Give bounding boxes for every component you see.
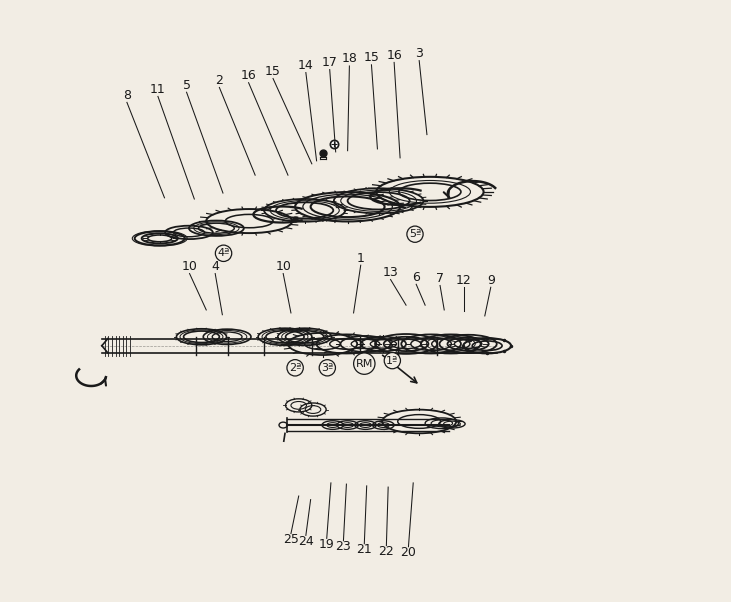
Text: 9: 9 <box>487 274 495 287</box>
Text: 17: 17 <box>322 56 338 69</box>
Text: 3ª: 3ª <box>321 363 333 373</box>
Text: 1ª: 1ª <box>386 356 398 365</box>
Text: 10: 10 <box>276 260 291 273</box>
Text: 5: 5 <box>183 79 191 92</box>
Text: 15: 15 <box>363 51 379 64</box>
Text: 20: 20 <box>401 546 417 559</box>
FancyBboxPatch shape <box>67 3 664 599</box>
Text: 19: 19 <box>319 538 335 551</box>
Text: 4ª: 4ª <box>217 248 230 258</box>
Text: 3: 3 <box>415 47 423 60</box>
Text: 1: 1 <box>357 252 365 264</box>
Text: 16: 16 <box>386 49 402 62</box>
Text: 23: 23 <box>336 540 352 553</box>
Text: 18: 18 <box>341 52 357 66</box>
Text: 6: 6 <box>412 271 420 284</box>
Text: 16: 16 <box>240 69 257 82</box>
Text: 24: 24 <box>298 535 314 548</box>
Text: 5ª: 5ª <box>409 229 421 239</box>
Text: 8: 8 <box>123 88 131 102</box>
Text: 12: 12 <box>456 274 471 287</box>
Text: 7: 7 <box>436 272 444 285</box>
Text: 22: 22 <box>379 545 394 558</box>
Text: 2ª: 2ª <box>289 363 301 373</box>
Text: 25: 25 <box>283 533 299 546</box>
Text: 11: 11 <box>150 82 166 96</box>
Text: RM: RM <box>355 359 373 368</box>
Text: 15: 15 <box>265 65 281 78</box>
Text: 21: 21 <box>357 543 372 556</box>
Text: 14: 14 <box>298 59 314 72</box>
Text: 13: 13 <box>382 266 398 279</box>
Text: 2: 2 <box>216 74 223 87</box>
Text: 10: 10 <box>181 260 197 273</box>
Text: 4: 4 <box>211 260 219 273</box>
